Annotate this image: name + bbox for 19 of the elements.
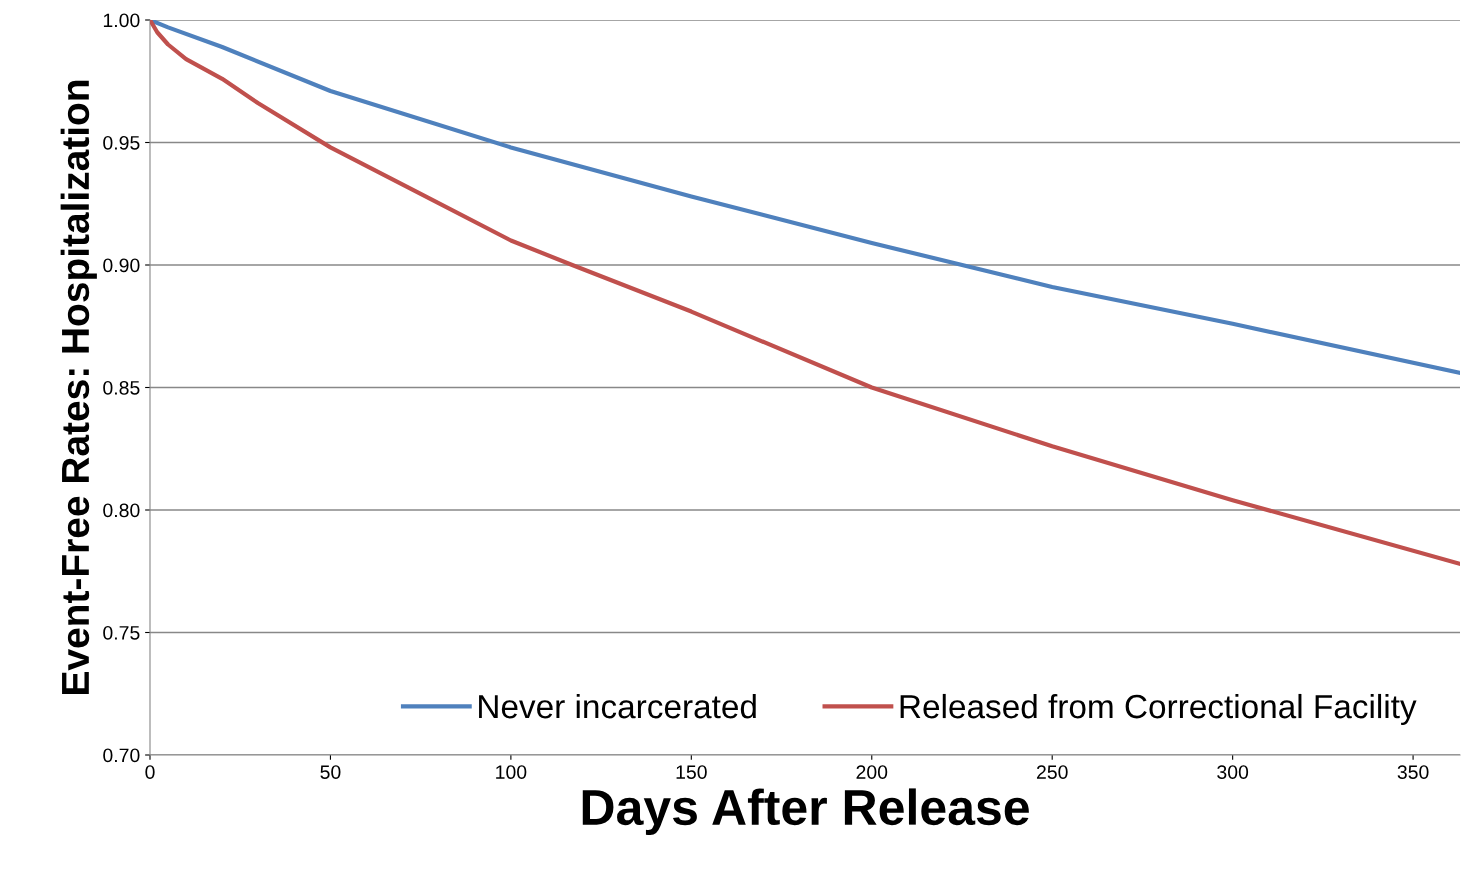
y-tick-label: 0.80 <box>103 503 140 518</box>
x-tick-label: 350 <box>1397 765 1429 779</box>
y-tick-label: 0.85 <box>103 380 140 395</box>
y-tick-label: 0.70 <box>103 748 140 763</box>
x-tick-label: 150 <box>676 765 707 779</box>
y-tick-label: 0.90 <box>103 258 140 273</box>
x-axis-title: Days After Release <box>582 788 1029 836</box>
x-tick-label: 300 <box>1217 765 1249 779</box>
legend-label: Released from Correctional Facility <box>900 693 1417 725</box>
x-tick-label: 250 <box>1036 765 1068 779</box>
x-tick-label: 200 <box>856 765 888 779</box>
y-tick-label: 1.00 <box>103 13 140 28</box>
y-axis-title: Event-Free Rates: Hospitalization <box>60 80 97 694</box>
x-tick-label: 100 <box>496 765 527 779</box>
x-tick-label: 0 <box>145 765 155 779</box>
y-tick-label: 0.95 <box>103 135 140 150</box>
x-tick-label: 50 <box>320 765 341 779</box>
legend-label: Never incarcerated <box>479 693 756 719</box>
y-tick-label: 0.75 <box>103 625 140 640</box>
